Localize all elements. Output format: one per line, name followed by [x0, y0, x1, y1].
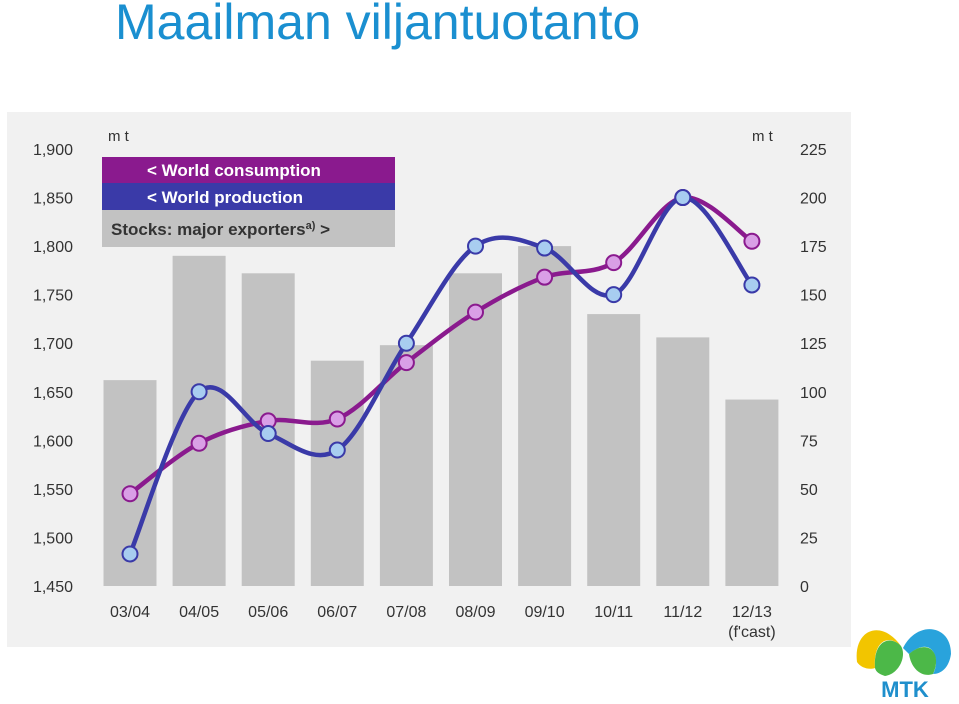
category-label: 10/11: [594, 604, 633, 621]
production-point-06/07: [328, 441, 346, 459]
slide-title: Maailman viljantuotanto: [115, 0, 641, 50]
left-tick-label: 1,550: [33, 482, 73, 499]
stock-bar-06/07: [310, 360, 364, 586]
legend-consumption-label: < World consumption: [147, 161, 321, 180]
production-point-11/12: [674, 189, 692, 207]
right-tick-label: 100: [800, 385, 827, 402]
production-point-07/08: [397, 334, 415, 352]
category-label: 11/12: [663, 604, 702, 621]
logo-swoosh-left-green: [874, 640, 904, 676]
logo-text: MTK: [881, 677, 929, 702]
production-point-04/05: [190, 383, 208, 401]
series-markers: [121, 189, 761, 563]
stock-bar-10/11: [587, 314, 641, 586]
consumption-point-08/09: [467, 303, 484, 321]
production-line: [127, 195, 754, 555]
left-tick-label: 1,900: [33, 142, 73, 159]
legend-stocks-suffix: >: [315, 220, 330, 239]
category-label: 06/07: [317, 604, 357, 621]
production-point-05/06: [259, 425, 277, 443]
left-tick-label: 1,800: [33, 239, 73, 256]
stock-bar-07/08: [379, 345, 433, 586]
stock-bar-11/12: [656, 337, 710, 586]
consumption-point-12/13: [743, 232, 761, 250]
legend-production-box: [102, 183, 395, 210]
left-tick-label: 1,700: [33, 336, 73, 353]
left-tick-label: 1,600: [33, 433, 73, 450]
left-tick-label: 1,450: [33, 579, 73, 596]
left-tick-label: 1,500: [33, 530, 73, 547]
series-lines: [127, 195, 754, 555]
consumption-point-10/11: [605, 254, 623, 272]
stock-bars: [103, 246, 779, 587]
stock-bar-09/10: [518, 246, 572, 586]
production-point-09/10: [536, 239, 554, 257]
x-axis: 03/04 04/05 05/06 06/07 07/08 08/09 09/10 10/11…: [110, 604, 776, 641]
right-tick-label: 175: [800, 239, 827, 256]
logo-swoosh-left: [856, 630, 901, 669]
consumption-point-03/04: [121, 485, 139, 503]
grain-chart: 1,450 1,500 1,550 1,600 1,650 1,700 1,750 1,800…: [33, 128, 827, 641]
consumption-line: [128, 195, 754, 496]
consumption-point-09/10: [536, 268, 554, 286]
left-tick-label: 1,850: [33, 191, 73, 208]
mtk-logo: MTK: [856, 629, 951, 702]
category-label: 05/06: [248, 604, 288, 621]
legend-stocks-footnote: a): [306, 220, 316, 232]
category-label: 09/10: [525, 604, 565, 621]
left-tick-label: 1,650: [33, 385, 73, 402]
production-point-03/04: [121, 545, 139, 563]
legend-production-label: < World production: [147, 188, 303, 207]
right-tick-label: 125: [800, 336, 827, 353]
legend: < World consumption < World production S…: [102, 157, 395, 247]
left-axis: 1,450 1,500 1,550 1,600 1,650 1,700 1,750 1,800…: [33, 142, 73, 596]
category-label: 12/13: [732, 604, 772, 621]
consumption-point-07/08: [397, 354, 415, 372]
category-label: 08/09: [455, 604, 495, 621]
right-axis-unit: m t: [752, 128, 774, 145]
consumption-point-04/05: [190, 434, 208, 452]
legend-consumption-box: [102, 157, 395, 183]
category-sublabel: (f'cast): [728, 624, 776, 641]
left-axis-unit: m t: [108, 128, 130, 145]
category-label: 07/08: [386, 604, 426, 621]
production-point-10/11: [605, 286, 623, 304]
category-label: 03/04: [110, 604, 150, 621]
category-label: 04/05: [179, 604, 219, 621]
right-tick-label: 25: [800, 530, 818, 547]
production-point-08/09: [467, 237, 484, 255]
right-axis: 0 25 50 75 100 125 150 175 200 225: [800, 142, 827, 596]
legend-stocks-box: [102, 210, 395, 247]
logo-swoosh-right: [903, 629, 951, 674]
right-tick-label: 150: [800, 288, 827, 305]
stock-bar-12/13: [725, 399, 779, 586]
right-tick-label: 50: [800, 482, 818, 499]
legend-stocks-label: Stocks: major exportersa) >: [111, 220, 330, 239]
right-tick-label: 0: [800, 579, 809, 596]
consumption-point-06/07: [328, 410, 346, 428]
right-tick-label: 225: [800, 142, 827, 159]
left-tick-label: 1,750: [33, 288, 73, 305]
right-tick-label: 75: [800, 433, 818, 450]
legend-stocks-name: Stocks: major exporters: [111, 220, 306, 239]
right-tick-label: 200: [800, 191, 827, 208]
logo-swoosh-right-green: [909, 647, 937, 675]
production-point-12/13: [743, 276, 761, 294]
